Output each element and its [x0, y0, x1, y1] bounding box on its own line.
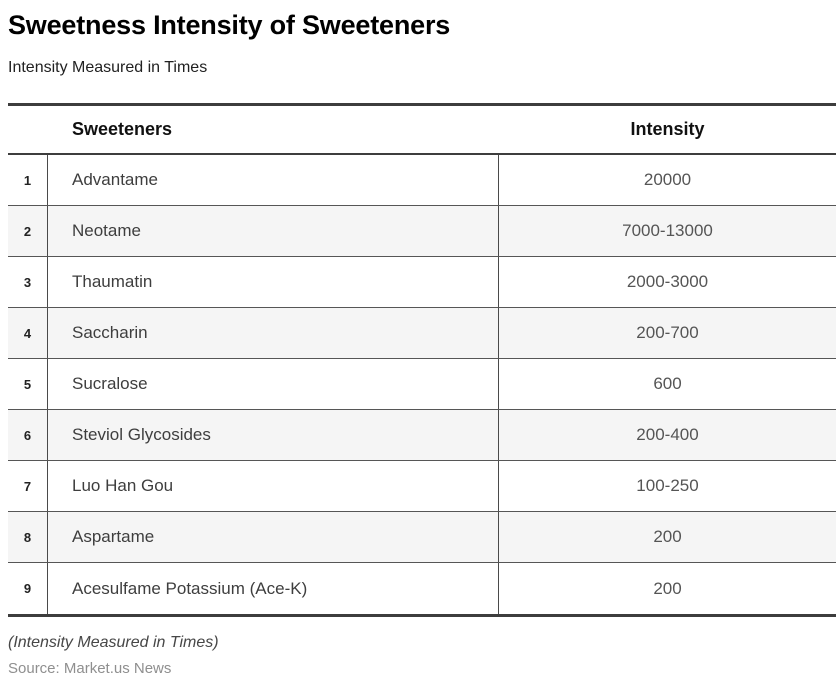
footnote: (Intensity Measured in Times)	[8, 634, 219, 651]
row-index: 8	[8, 512, 48, 562]
sweetener-name: Acesulfame Potassium (Ace-K)	[48, 563, 499, 614]
table-row: 5 Sucralose 600	[8, 359, 836, 410]
intensity-value: 100-250	[636, 476, 699, 495]
table-row: 3 Thaumatin 2000-3000	[8, 257, 836, 308]
page-title: Sweetness Intensity of Sweeteners	[8, 10, 451, 40]
row-index: 2	[8, 206, 48, 256]
intensity-value: 200	[653, 527, 682, 546]
sweetener-name: Neotame	[48, 206, 499, 256]
intensity-value: 600	[653, 374, 682, 393]
column-header-intensity: Intensity	[630, 119, 705, 139]
intensity-value: 200	[653, 578, 682, 598]
row-index: 4	[8, 308, 48, 358]
intensity-value: 2000-3000	[626, 272, 709, 291]
table-row: 8 Aspartame 200	[8, 512, 836, 563]
table-row: 9 Acesulfame Potassium (Ace-K) 200	[8, 563, 836, 614]
row-index: 3	[8, 257, 48, 307]
column-header-sweeteners: Sweeteners	[72, 119, 173, 139]
source-attribution: Source: Market.us News	[8, 660, 172, 677]
sweetener-name: Steviol Glycosides	[48, 410, 499, 460]
table-row: 7 Luo Han Gou 100-250	[8, 461, 836, 512]
intensity-value: 200-400	[636, 425, 699, 444]
sweetener-name: Saccharin	[48, 308, 499, 358]
sweeteners-table: Sweeteners Intensity 1 Advantame 20000 2 Neo…	[8, 103, 836, 617]
page-subtitle: Intensity Measured in Times	[8, 59, 208, 76]
row-index: 9	[8, 563, 48, 614]
table-row: 6 Steviol Glycosides 200-400	[8, 410, 836, 461]
row-index: 7	[8, 461, 48, 511]
sweetener-name: Thaumatin	[48, 257, 499, 307]
row-index: 1	[8, 155, 48, 205]
intensity-value: 20000	[643, 170, 692, 189]
table-row: 2 Neotame 7000-13000	[8, 206, 836, 257]
sweetener-name: Advantame	[48, 155, 499, 205]
intensity-value: 200-700	[636, 323, 699, 342]
row-index: 5	[8, 359, 48, 409]
table-body: 1 Advantame 20000 2 Neotame 7000-13000 3 Thauma…	[8, 155, 836, 614]
sweetener-name: Aspartame	[48, 512, 499, 562]
row-index: 6	[8, 410, 48, 460]
sweetener-name: Luo Han Gou	[48, 461, 499, 511]
table-header-row: Sweeteners Intensity	[8, 106, 836, 155]
sweetener-name: Sucralose	[48, 359, 499, 409]
intensity-value: 7000-13000	[622, 221, 713, 240]
table-row: 4 Saccharin 200-700	[8, 308, 836, 359]
table-row: 1 Advantame 20000	[8, 155, 836, 206]
